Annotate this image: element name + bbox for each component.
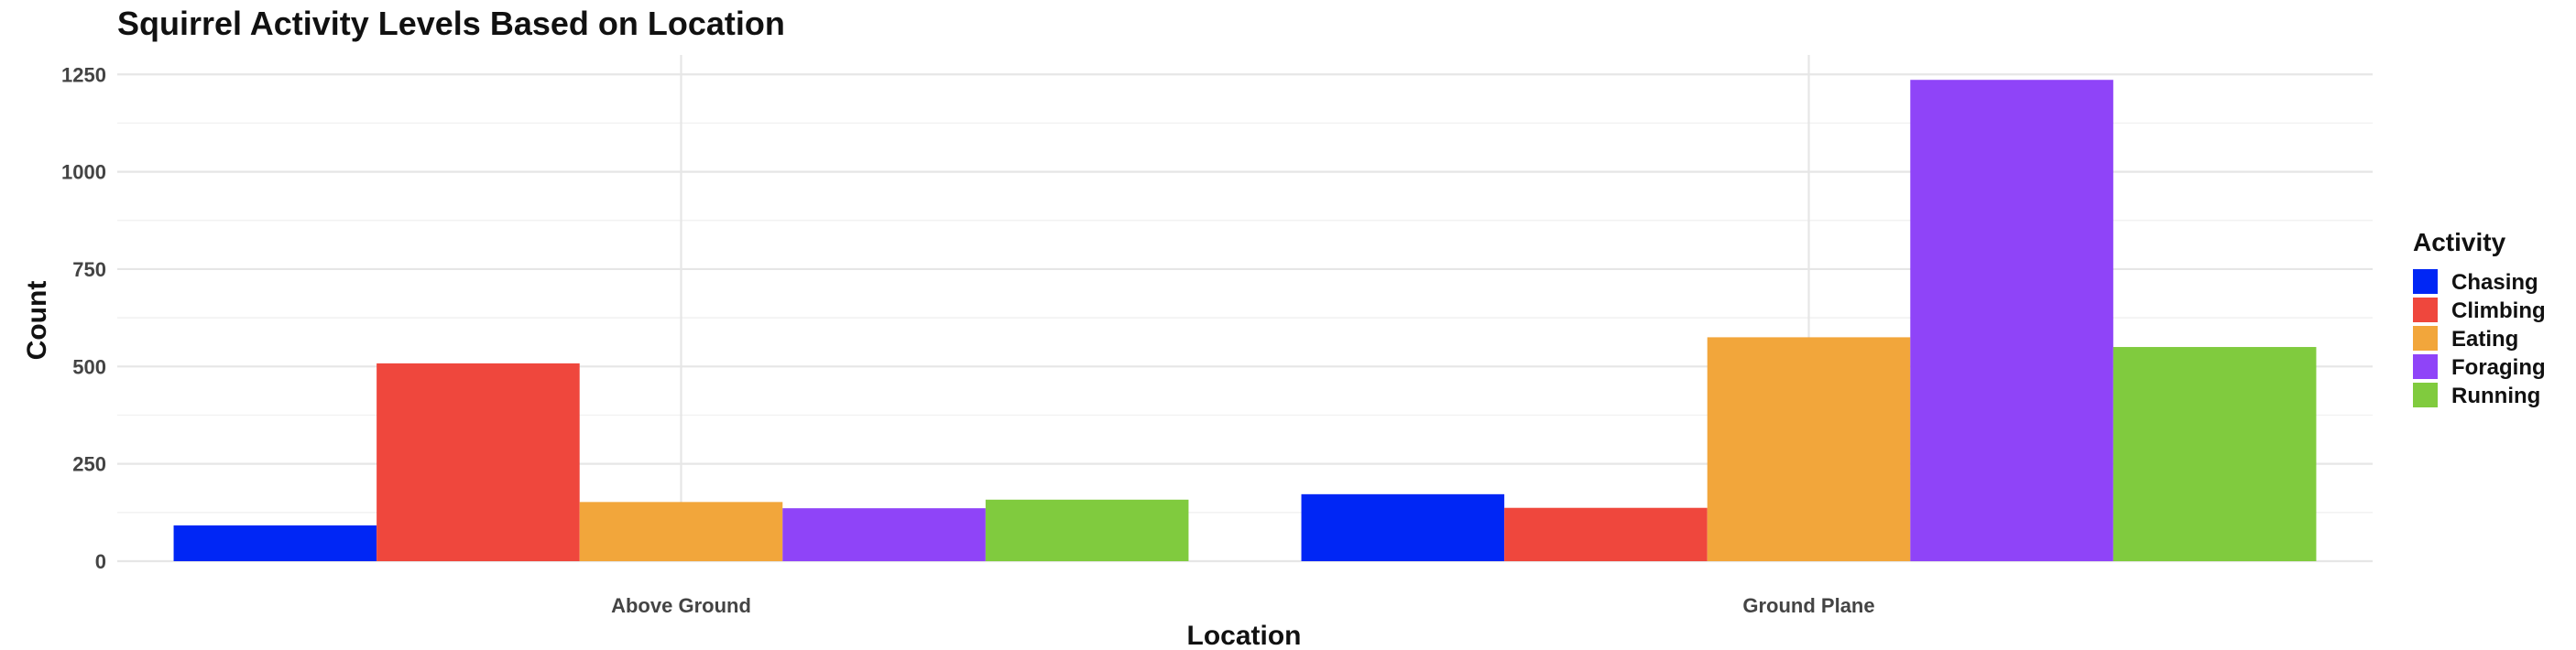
legend-swatch-foraging <box>2413 354 2438 379</box>
bar-eating <box>579 502 783 561</box>
chart-title: Squirrel Activity Levels Based on Locati… <box>117 5 785 42</box>
y-axis-ticks: 0 250 500 750 1000 1250 <box>61 63 106 573</box>
x-axis-title: Location <box>1187 621 1302 650</box>
x-tick-label: Above Ground <box>611 594 751 617</box>
y-tick-label: 0 <box>95 550 106 573</box>
legend-label-eating: Eating <box>2451 327 2518 352</box>
legend-swatch-eating <box>2413 326 2438 351</box>
legend-label-chasing: Chasing <box>2451 270 2538 295</box>
y-axis-title: Count <box>22 281 52 361</box>
y-tick-label: 750 <box>72 258 106 281</box>
legend-title: Activity <box>2413 228 2506 256</box>
legend: Activity Chasing Climbing Eating Foraging Ru… <box>2413 228 2546 408</box>
legend-label-foraging: Foraging <box>2451 355 2546 380</box>
bar-foraging <box>1910 80 2113 562</box>
bar-running <box>2112 347 2317 561</box>
legend-label-climbing: Climbing <box>2451 298 2546 323</box>
bar-climbing <box>1504 507 1708 561</box>
bars <box>173 80 2317 562</box>
legend-swatch-chasing <box>2413 269 2438 294</box>
y-tick-label: 250 <box>72 453 106 476</box>
x-axis-ticks: Above Ground Ground Plane <box>611 594 1875 617</box>
legend-label-running: Running <box>2451 384 2540 408</box>
bar-eating <box>1707 337 1911 561</box>
y-tick-label: 1250 <box>61 63 106 86</box>
legend-swatch-running <box>2413 383 2438 407</box>
bar-climbing <box>377 363 580 561</box>
bar-chasing <box>1301 493 1505 561</box>
bar-foraging <box>782 508 986 561</box>
y-tick-label: 1000 <box>61 161 106 184</box>
bar-chasing <box>173 525 377 561</box>
y-tick-label: 500 <box>72 355 106 378</box>
x-tick-label: Ground Plane <box>1742 594 1874 617</box>
legend-items: Chasing Climbing Eating Foraging Running <box>2413 269 2546 408</box>
legend-swatch-climbing <box>2413 298 2438 322</box>
bar-running <box>985 499 1189 561</box>
